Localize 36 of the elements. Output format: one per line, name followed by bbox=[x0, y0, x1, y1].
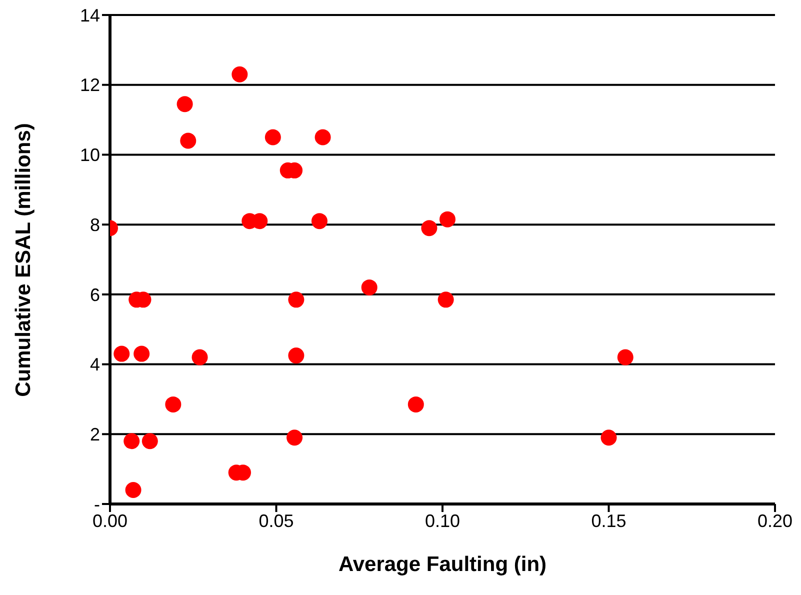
point bbox=[361, 279, 378, 296]
point bbox=[600, 430, 617, 446]
point bbox=[142, 433, 158, 450]
point bbox=[617, 349, 634, 366]
point bbox=[176, 96, 193, 112]
y-tick-label: 10 bbox=[80, 145, 100, 166]
point bbox=[421, 220, 438, 236]
point bbox=[124, 433, 140, 450]
point bbox=[232, 66, 248, 82]
x-tick-label: 0.05 bbox=[258, 510, 294, 531]
y-axis-title: Cumulative ESAL (millions) bbox=[12, 123, 36, 397]
point bbox=[288, 292, 304, 308]
y-tick-label: 6 bbox=[90, 284, 100, 305]
point bbox=[180, 132, 196, 149]
x-tick-label: 0.20 bbox=[757, 510, 793, 531]
x-tick-label: 0.10 bbox=[424, 510, 460, 531]
point bbox=[314, 129, 331, 146]
point bbox=[192, 349, 208, 366]
point bbox=[286, 430, 303, 446]
y-tick-label: 12 bbox=[80, 75, 100, 96]
point bbox=[165, 396, 182, 412]
y-tick-label: 14 bbox=[80, 5, 100, 26]
point bbox=[438, 292, 454, 308]
point bbox=[408, 396, 424, 412]
point bbox=[264, 129, 281, 146]
point bbox=[311, 213, 328, 230]
y-tick-label: 8 bbox=[90, 214, 100, 235]
y-tick-label: 4 bbox=[90, 354, 100, 375]
x-axis-title: Average Faulting (in) bbox=[337, 553, 548, 577]
point bbox=[288, 348, 304, 364]
y-tick-label: 2 bbox=[90, 424, 100, 445]
point bbox=[134, 346, 150, 362]
point bbox=[114, 346, 130, 362]
point bbox=[439, 211, 456, 228]
x-tick-label: 0.15 bbox=[591, 510, 626, 531]
point bbox=[125, 482, 142, 498]
